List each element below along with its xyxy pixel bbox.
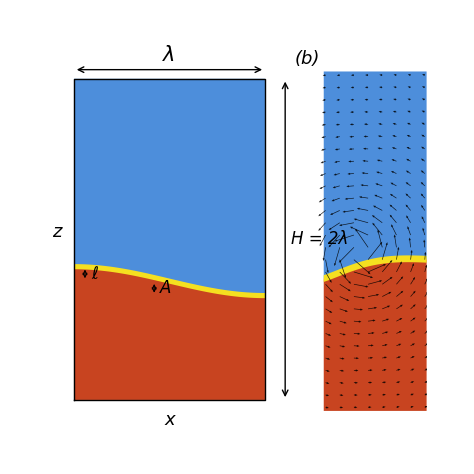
Text: λ: λ	[163, 45, 176, 65]
Text: x: x	[164, 411, 175, 429]
Text: z: z	[52, 223, 61, 241]
Polygon shape	[74, 264, 265, 298]
Text: (b): (b)	[294, 50, 320, 68]
Polygon shape	[74, 267, 265, 400]
Polygon shape	[324, 72, 427, 279]
Text: H = 2λ: H = 2λ	[291, 230, 348, 248]
Polygon shape	[74, 79, 265, 296]
Text: ℓ: ℓ	[91, 265, 99, 283]
Text: A: A	[160, 279, 171, 297]
Polygon shape	[324, 255, 427, 282]
Polygon shape	[324, 259, 427, 411]
